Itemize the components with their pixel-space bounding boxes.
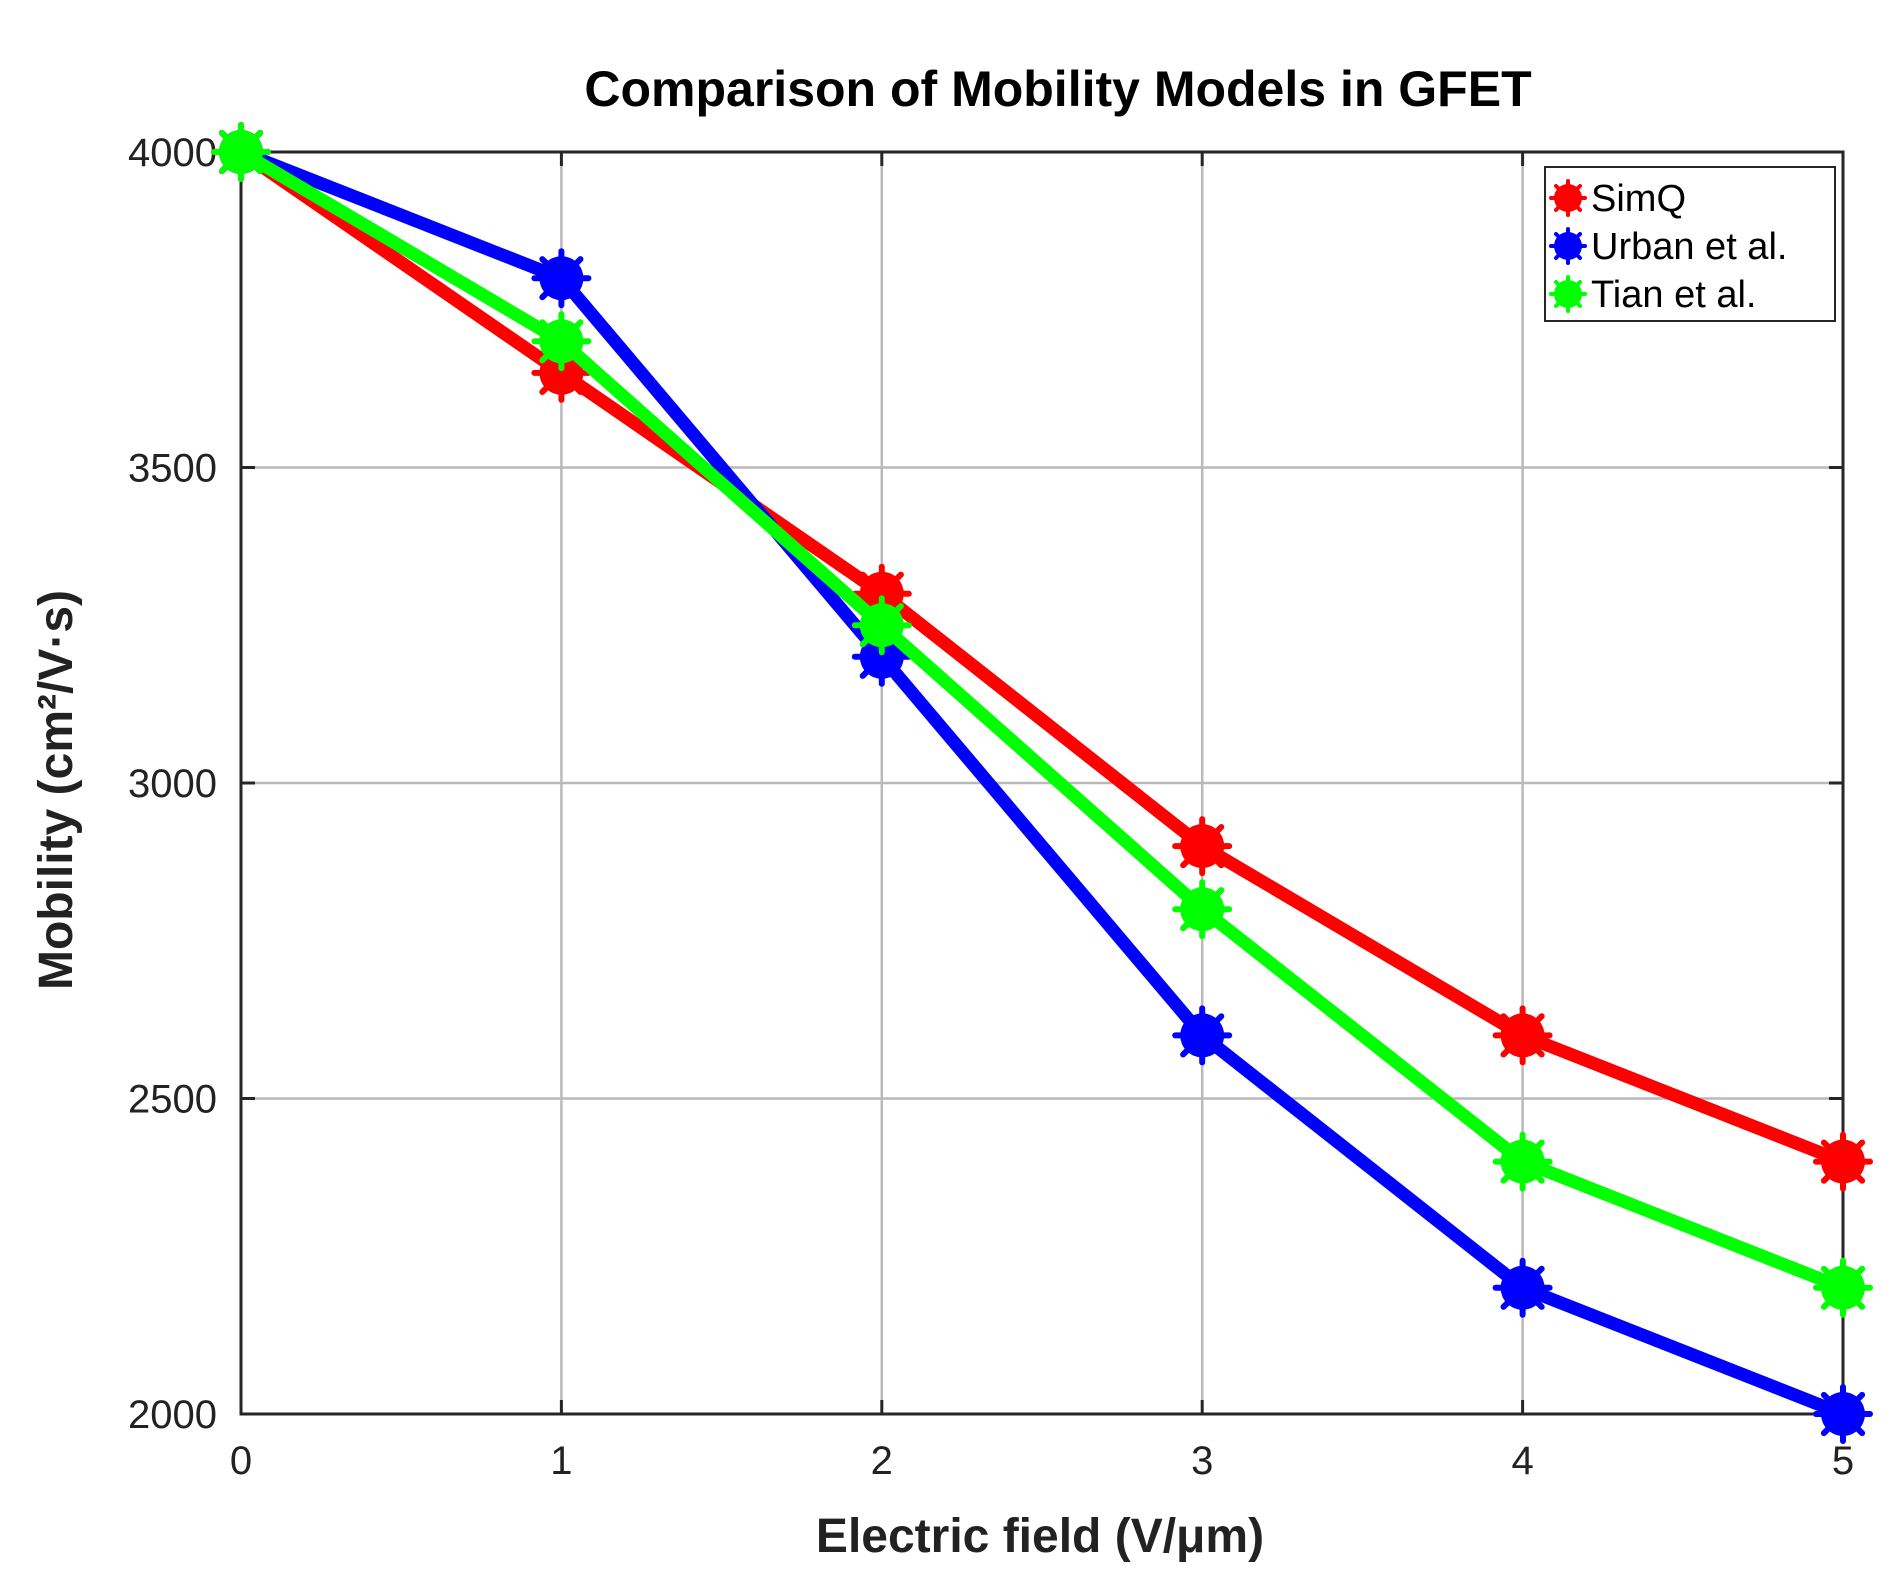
data-point-urban-et-al	[1172, 1005, 1233, 1066]
series-tian-et-al	[211, 122, 1873, 1318]
axis-ticks: 0 1 2 3 4 5 2000 2500 3000 3500 4000	[128, 131, 1854, 1483]
legend-item-simq: SimQ	[1549, 178, 1686, 220]
data-point-tian-et-al	[1172, 879, 1233, 940]
legend-item-tian-et-al: Tian et al.	[1549, 274, 1756, 316]
legend: SimQ Urban et al. Tian et al.	[1544, 166, 1836, 322]
data-point-tian-et-al	[531, 311, 592, 372]
x-tick-label: 3	[1191, 1439, 1213, 1483]
x-tick-label: 1	[550, 1439, 572, 1483]
y-tick-label: 3500	[128, 447, 217, 491]
data-point-tian-et-al	[851, 595, 912, 656]
x-axis-label: Electric field (V/μm)	[816, 1510, 1264, 1563]
data-point-tian-et-al	[211, 122, 271, 182]
y-tick-label: 4000	[128, 131, 217, 175]
data-point-simq	[1172, 816, 1233, 877]
data-point-simq	[1813, 1131, 1873, 1192]
series-simq	[211, 122, 1873, 1192]
data-point-urban-et-al	[1813, 1384, 1873, 1444]
x-tick-label: 4	[1511, 1439, 1533, 1483]
series-line-urban-et-al	[234, 145, 1850, 1421]
data-point-urban-et-al	[1492, 1257, 1553, 1318]
x-tick-label: 5	[1832, 1439, 1854, 1483]
y-tick-label: 2000	[128, 1393, 217, 1437]
y-tick-label: 3000	[128, 762, 217, 806]
legend-label: Urban et al.	[1591, 226, 1787, 268]
legend-label: Tian et al.	[1591, 274, 1756, 316]
legend-label: SimQ	[1591, 178, 1686, 220]
data-point-tian-et-al	[1492, 1131, 1553, 1192]
y-tick-label: 2500	[128, 1078, 217, 1122]
chart-title: Comparison of Mobility Models in GFET	[584, 61, 1531, 117]
legend-box	[1544, 166, 1836, 322]
data-point-urban-et-al	[531, 248, 592, 309]
data-point-simq	[1492, 1005, 1553, 1066]
series-line-tian-et-al	[234, 145, 1850, 1295]
series-layer	[211, 122, 1873, 1444]
x-tick-label: 0	[230, 1439, 252, 1483]
series-line-simq	[234, 145, 1850, 1169]
legend-item-urban-et-al: Urban et al.	[1549, 226, 1787, 268]
y-axis-label: Mobility (cm²/V·s)	[30, 590, 83, 990]
data-point-tian-et-al	[1813, 1257, 1873, 1318]
x-tick-label: 2	[871, 1439, 893, 1483]
